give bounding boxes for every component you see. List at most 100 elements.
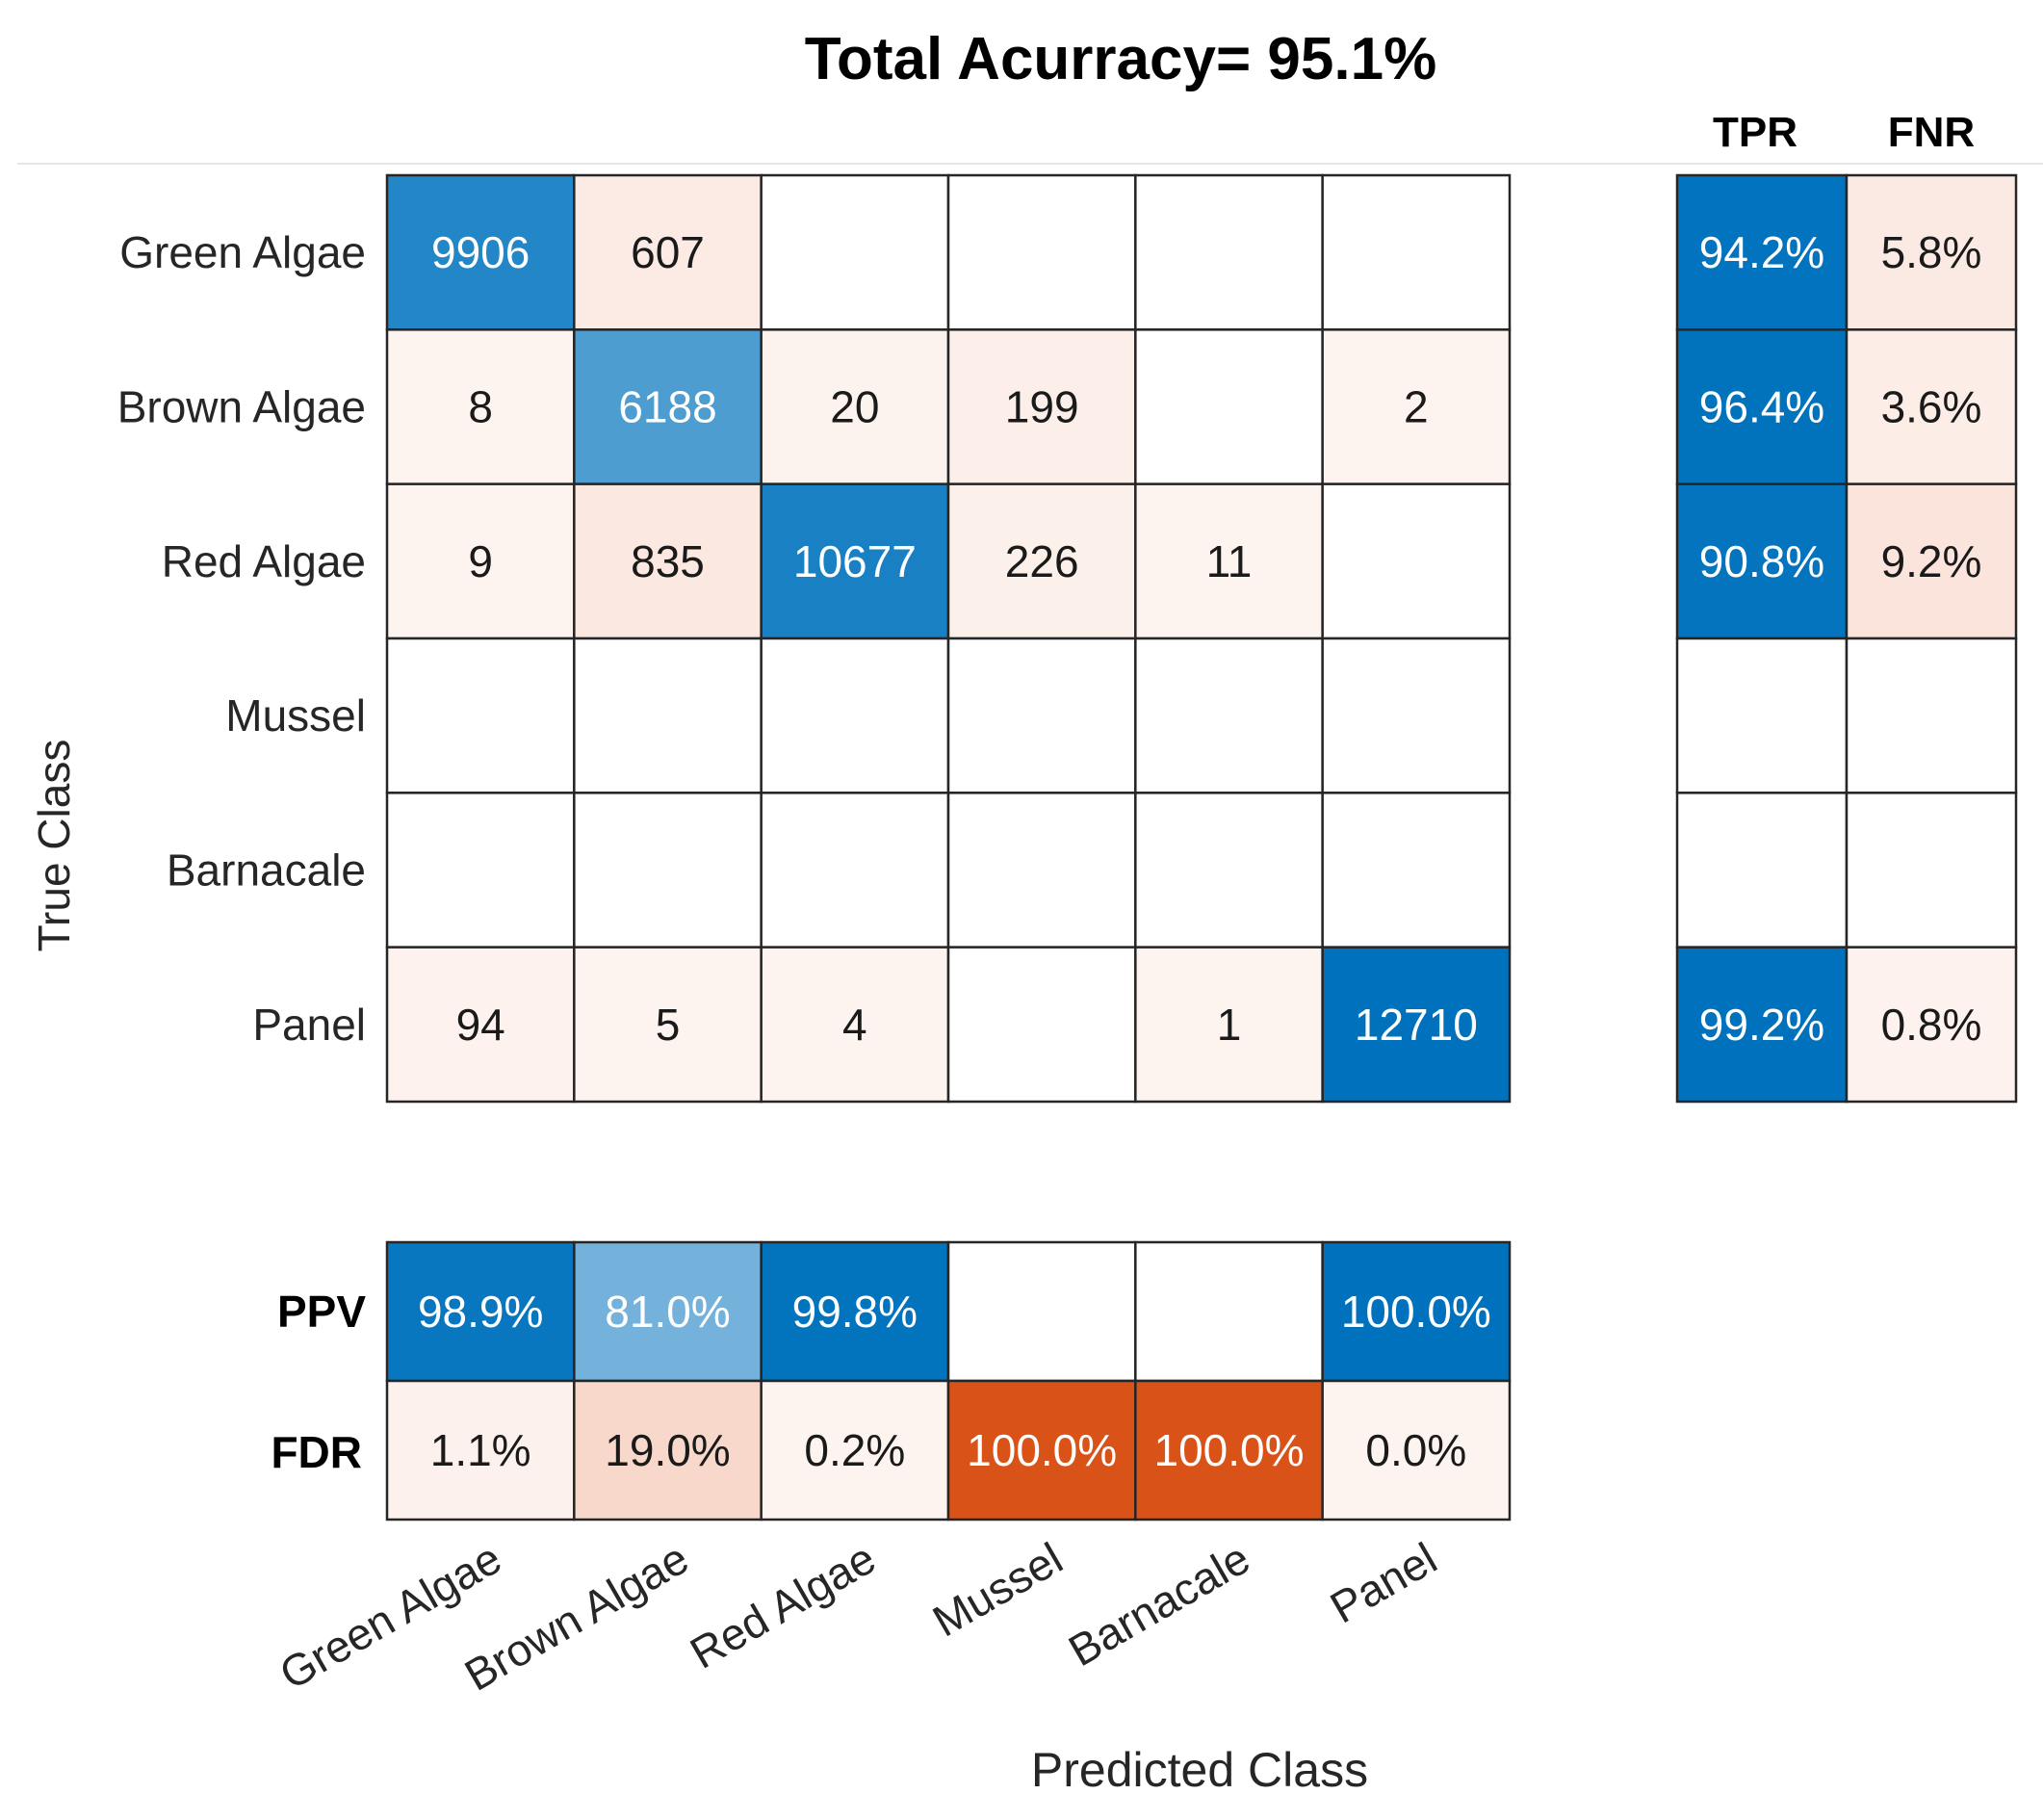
fdr-value: 100.0% xyxy=(967,1425,1117,1475)
matrix-value: 10677 xyxy=(793,536,917,586)
tpr-cell xyxy=(1675,946,1849,1104)
row-tick-label: Red Algae xyxy=(162,536,366,586)
column-tick-label: Mussel xyxy=(924,1533,1071,1647)
fnr-cell xyxy=(1845,946,2018,1104)
ppv-cell xyxy=(760,1240,950,1383)
matrix-value: 607 xyxy=(631,227,705,277)
matrix-cell xyxy=(573,482,763,640)
matrix-value: 2 xyxy=(1404,382,1429,432)
matrix-value: 9 xyxy=(468,536,493,586)
ppv-label: PPV xyxy=(277,1287,366,1337)
matrix-value: 8 xyxy=(468,382,493,432)
fdr-cell xyxy=(946,1379,1137,1521)
column-tick-label: Panel xyxy=(1322,1533,1445,1633)
matrix-value: 4 xyxy=(842,1000,867,1050)
matrix-cell xyxy=(1321,946,1512,1104)
matrix-cell xyxy=(1321,482,1512,640)
tpr-cell xyxy=(1675,637,1849,794)
fnr-cell xyxy=(1845,792,2018,949)
fnr-value: 0.8% xyxy=(1881,1000,1982,1050)
ppv-value: 81.0% xyxy=(605,1287,730,1337)
row-tick-label: Green Algae xyxy=(119,227,366,277)
fnr-value: 5.8% xyxy=(1881,227,1982,277)
ppv-value: 100.0% xyxy=(1341,1287,1491,1337)
matrix-cell xyxy=(760,946,950,1104)
matrix-value: 6188 xyxy=(618,382,716,432)
fnr-cell xyxy=(1845,173,2018,331)
fdr-value: 0.2% xyxy=(804,1425,905,1475)
column-tick-label: Red Algae xyxy=(682,1533,884,1678)
matrix-cell xyxy=(1321,328,1512,485)
matrix-cell xyxy=(760,482,950,640)
matrix-cell xyxy=(1321,792,1512,949)
matrix-cell xyxy=(946,792,1137,949)
matrix-cell xyxy=(760,792,950,949)
fdr-value: 0.0% xyxy=(1365,1425,1466,1475)
matrix-cell xyxy=(760,173,950,331)
fdr-value: 100.0% xyxy=(1153,1425,1304,1475)
matrix-cell xyxy=(385,637,576,794)
tpr-value: 96.4% xyxy=(1699,382,1824,432)
tpr-cell xyxy=(1675,792,1849,949)
matrix-cell xyxy=(760,637,950,794)
fdr-cell xyxy=(1321,1379,1512,1521)
matrix-value: 5 xyxy=(656,1000,681,1050)
matrix-cell xyxy=(1134,792,1324,949)
matrix-cell xyxy=(1134,637,1324,794)
matrix-cell xyxy=(1134,173,1324,331)
tpr-value: 94.2% xyxy=(1699,227,1824,277)
fnr-cell xyxy=(1845,482,2018,640)
tpr-value: 90.8% xyxy=(1699,536,1824,586)
fnr-header: FNR xyxy=(1888,109,1975,156)
matrix-cell xyxy=(573,637,763,794)
row-tick-label: Barnacale xyxy=(167,845,366,896)
ppv-cell xyxy=(946,1240,1137,1383)
matrix-value: 9906 xyxy=(431,227,530,277)
fdr-value: 19.0% xyxy=(605,1425,730,1475)
matrix-cell xyxy=(1134,946,1324,1104)
matrix-cell xyxy=(1321,173,1512,331)
matrix-value: 1 xyxy=(1217,1000,1242,1050)
row-tick-label: Mussel xyxy=(225,690,366,741)
matrix-cell xyxy=(946,328,1137,485)
matrix-cell xyxy=(385,946,576,1104)
fdr-cell xyxy=(1134,1379,1324,1521)
tpr-value: 99.2% xyxy=(1699,1000,1824,1050)
matrix-cell xyxy=(573,173,763,331)
matrix-value: 20 xyxy=(830,382,879,432)
matrix-value: 835 xyxy=(631,536,705,586)
matrix-cell xyxy=(946,173,1137,331)
matrix-value: 11 xyxy=(1206,536,1253,586)
ppv-value: 98.9% xyxy=(418,1287,543,1337)
matrix-cell xyxy=(573,792,763,949)
matrix-cell xyxy=(1321,637,1512,794)
matrix-cell xyxy=(385,482,576,640)
matrix-cell xyxy=(1134,328,1324,485)
ppv-cell xyxy=(573,1240,763,1383)
y-axis-label: True Class xyxy=(29,740,79,952)
column-tick-label: Barnacale xyxy=(1060,1533,1257,1677)
row-tick-label: Panel xyxy=(252,1000,366,1050)
fdr-cell xyxy=(573,1379,763,1521)
matrix-cell xyxy=(573,946,763,1104)
fdr-label: FDR xyxy=(271,1427,362,1477)
fdr-value: 1.1% xyxy=(430,1425,531,1475)
fnr-value: 9.2% xyxy=(1881,536,1982,586)
ppv-cell xyxy=(1321,1240,1512,1383)
fnr-cell xyxy=(1845,637,2018,794)
matrix-value: 199 xyxy=(1005,382,1079,432)
chart-title: Total Acurracy= 95.1% xyxy=(805,26,1436,92)
matrix-value: 12710 xyxy=(1355,1000,1478,1050)
ppv-cell xyxy=(1134,1240,1324,1383)
tpr-header: TPR xyxy=(1713,109,1797,156)
matrix-cell xyxy=(760,328,950,485)
matrix-value: 94 xyxy=(456,1000,505,1050)
fnr-value: 3.6% xyxy=(1881,382,1982,432)
tpr-cell xyxy=(1675,173,1849,331)
x-axis-label: Predicted Class xyxy=(1031,1743,1368,1797)
ppv-value: 99.8% xyxy=(792,1287,918,1337)
row-tick-label: Brown Algae xyxy=(117,382,366,432)
matrix-cell xyxy=(385,792,576,949)
matrix-cell xyxy=(946,637,1137,794)
